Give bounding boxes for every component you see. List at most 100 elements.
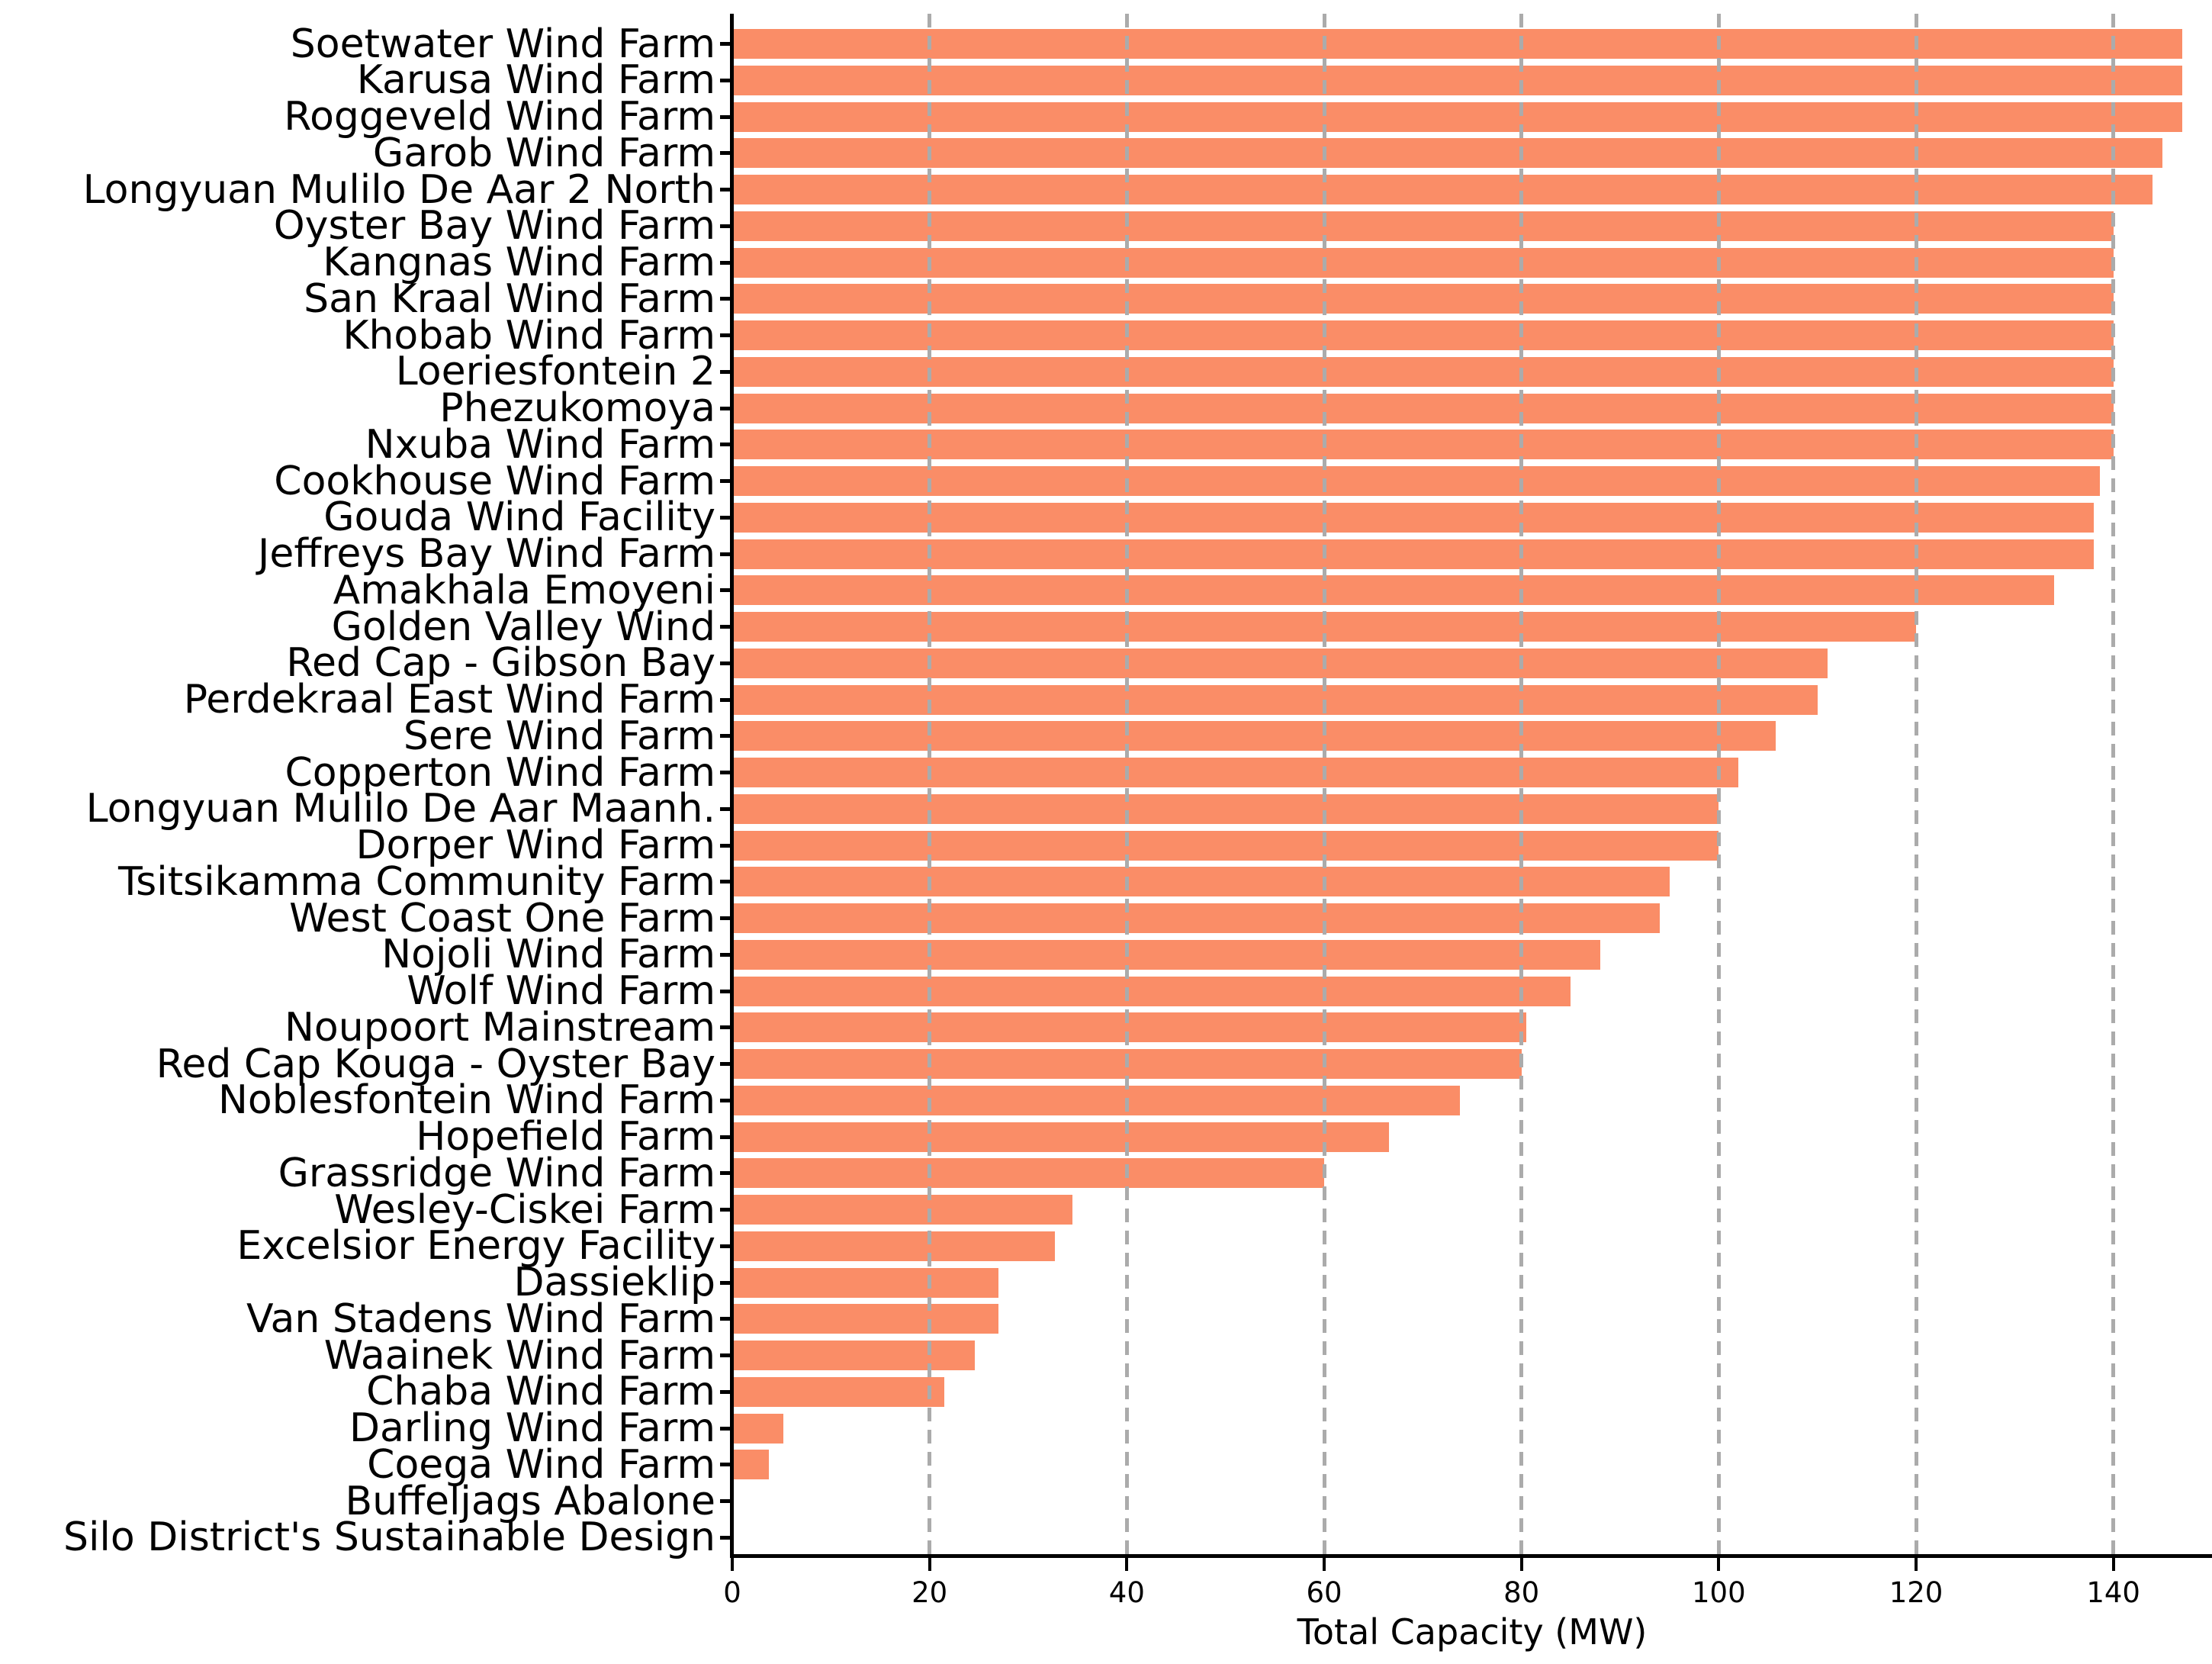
category-label: Copperton Wind Farm — [285, 749, 715, 796]
category-label: Noupoort Mainstream — [285, 1004, 715, 1051]
y-tick-mark — [720, 443, 731, 447]
bar — [732, 1085, 1461, 1115]
bar — [732, 430, 2114, 460]
y-tick-mark — [720, 1171, 731, 1176]
y-tick-mark — [720, 1025, 731, 1030]
y-tick-mark — [720, 588, 731, 593]
bar — [732, 356, 2114, 387]
category-label: San Kraal Wind Farm — [304, 275, 715, 322]
bar — [732, 648, 1828, 678]
category-label: Roggeveld Wind Farm — [284, 94, 715, 140]
x-tick-mark — [2111, 1557, 2115, 1571]
bar — [732, 1195, 1073, 1225]
y-tick-mark — [720, 260, 731, 265]
category-label: Dorper Wind Farm — [355, 822, 715, 868]
bar — [732, 393, 2114, 423]
x-tick-label: 120 — [1889, 1576, 1944, 1609]
category-label: Gouda Wind Facility — [323, 494, 715, 541]
x-tick-label: 100 — [1692, 1576, 1746, 1609]
category-label: Nxuba Wind Farm — [365, 421, 715, 468]
y-tick-mark — [720, 552, 731, 556]
x-tick-mark — [1125, 1557, 1129, 1571]
category-label: West Coast One Farm — [289, 895, 715, 941]
bar — [732, 247, 2114, 278]
category-label: Sere Wind Farm — [403, 713, 715, 759]
y-tick-mark — [720, 1426, 731, 1431]
x-tick-label: 20 — [911, 1576, 948, 1609]
bar — [732, 1376, 945, 1407]
bar — [732, 830, 1719, 861]
gridline — [1914, 14, 1918, 1556]
bar — [732, 29, 2183, 59]
category-label: Red Cap - Gibson Bay — [286, 640, 715, 687]
x-axis-spine — [730, 1554, 2212, 1558]
y-tick-mark — [720, 333, 731, 337]
y-tick-mark — [720, 151, 731, 156]
bar — [732, 1304, 999, 1334]
category-label: Loeriesfontein 2 — [395, 349, 715, 395]
category-label: Tsitsikamma Community Farm — [118, 858, 715, 905]
category-label: Hopefield Farm — [416, 1114, 715, 1160]
y-tick-mark — [720, 843, 731, 848]
plot-area — [732, 14, 2212, 1556]
bar — [732, 1158, 1324, 1189]
bar — [732, 1450, 769, 1480]
category-label: Grassridge Wind Farm — [278, 1150, 715, 1196]
category-label: Longyuan Mulilo De Aar Maanh. — [85, 786, 715, 832]
category-label: Waainek Wind Farm — [323, 1332, 715, 1379]
bar — [732, 721, 1776, 752]
bar — [732, 539, 2094, 569]
y-tick-mark — [720, 188, 731, 192]
category-label: Noblesfontein Wind Farm — [218, 1077, 715, 1124]
category-label: Excelsior Energy Facility — [236, 1223, 715, 1270]
y-tick-mark — [720, 1135, 731, 1139]
y-tick-mark — [720, 1463, 731, 1467]
category-label: Silo District's Sustainable Design — [63, 1514, 715, 1561]
y-tick-mark — [720, 916, 731, 920]
bar — [732, 502, 2094, 533]
y-tick-mark — [720, 625, 731, 629]
gridline — [1124, 14, 1129, 1556]
category-label: Dassieklip — [513, 1260, 715, 1305]
category-label: Red Cap Kouga - Oyster Bay — [156, 1041, 715, 1087]
x-tick-mark — [1323, 1557, 1326, 1571]
bar — [732, 684, 1818, 715]
gridline — [2111, 14, 2116, 1556]
category-label: Longyuan Mulilo De Aar 2 North — [82, 166, 715, 213]
bar — [732, 1012, 1527, 1043]
category-label: Cookhouse Wind Farm — [274, 458, 715, 504]
y-tick-mark — [720, 1062, 731, 1066]
x-tick-mark — [1717, 1557, 1721, 1571]
category-label: Phezukomoya — [439, 385, 715, 431]
y-tick-mark — [720, 661, 731, 665]
bar — [732, 793, 1719, 824]
category-label: Amakhala Emoyeni — [333, 567, 715, 613]
y-tick-mark — [720, 989, 731, 993]
bar — [732, 1413, 784, 1444]
x-tick-mark — [1519, 1557, 1523, 1571]
bar — [732, 320, 2114, 350]
category-label: Perdekraal East Wind Farm — [183, 677, 715, 723]
gridline — [1322, 14, 1326, 1556]
y-tick-mark — [720, 806, 731, 811]
y-tick-mark — [720, 1389, 731, 1394]
y-tick-mark — [720, 1280, 731, 1285]
bar — [732, 1341, 976, 1370]
y-tick-mark — [720, 1499, 731, 1503]
x-tick-label: 0 — [723, 1576, 741, 1609]
y-tick-mark — [720, 224, 731, 228]
y-tick-mark — [720, 1244, 731, 1248]
y-tick-mark — [720, 952, 731, 957]
bar — [732, 175, 2153, 204]
category-label: Jeffreys Bay Wind Farm — [258, 531, 715, 577]
y-tick-mark — [720, 42, 731, 46]
y-tick-mark — [720, 297, 731, 301]
category-label: Chaba Wind Farm — [366, 1369, 715, 1415]
category-label: Garob Wind Farm — [372, 130, 715, 176]
bar — [732, 101, 2183, 132]
bar — [732, 976, 1571, 1006]
y-tick-mark — [720, 1353, 731, 1357]
y-tick-mark — [720, 479, 731, 483]
category-label: Nojoli Wind Farm — [381, 932, 715, 978]
